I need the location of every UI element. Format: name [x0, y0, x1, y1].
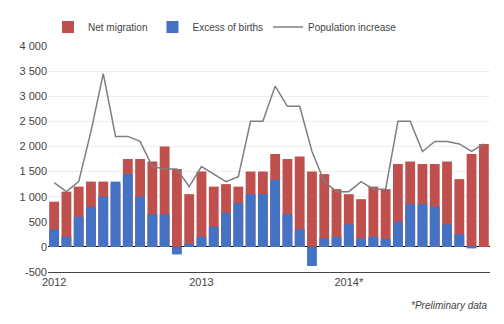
svg-text:0: 0 [41, 241, 47, 253]
svg-text:4 000: 4 000 [19, 40, 47, 52]
svg-text:2 000: 2 000 [19, 140, 47, 152]
svg-text:2013: 2013 [189, 276, 213, 288]
svg-text:*Preliminary data: *Preliminary data [411, 300, 488, 311]
svg-text:Population increase: Population increase [308, 22, 396, 33]
svg-text:2 500: 2 500 [19, 115, 47, 127]
svg-text:Excess of births: Excess of births [192, 22, 263, 33]
svg-text:3 500: 3 500 [19, 65, 47, 77]
svg-text:2014*: 2014* [334, 276, 363, 288]
svg-text:1 500: 1 500 [19, 165, 47, 177]
svg-text:2012: 2012 [42, 276, 66, 288]
svg-text:1 000: 1 000 [19, 191, 47, 203]
svg-text:-500: -500 [25, 266, 47, 278]
svg-text:Net migration: Net migration [88, 22, 147, 33]
svg-text:3 000: 3 000 [19, 90, 47, 102]
svg-text:500: 500 [29, 216, 47, 228]
